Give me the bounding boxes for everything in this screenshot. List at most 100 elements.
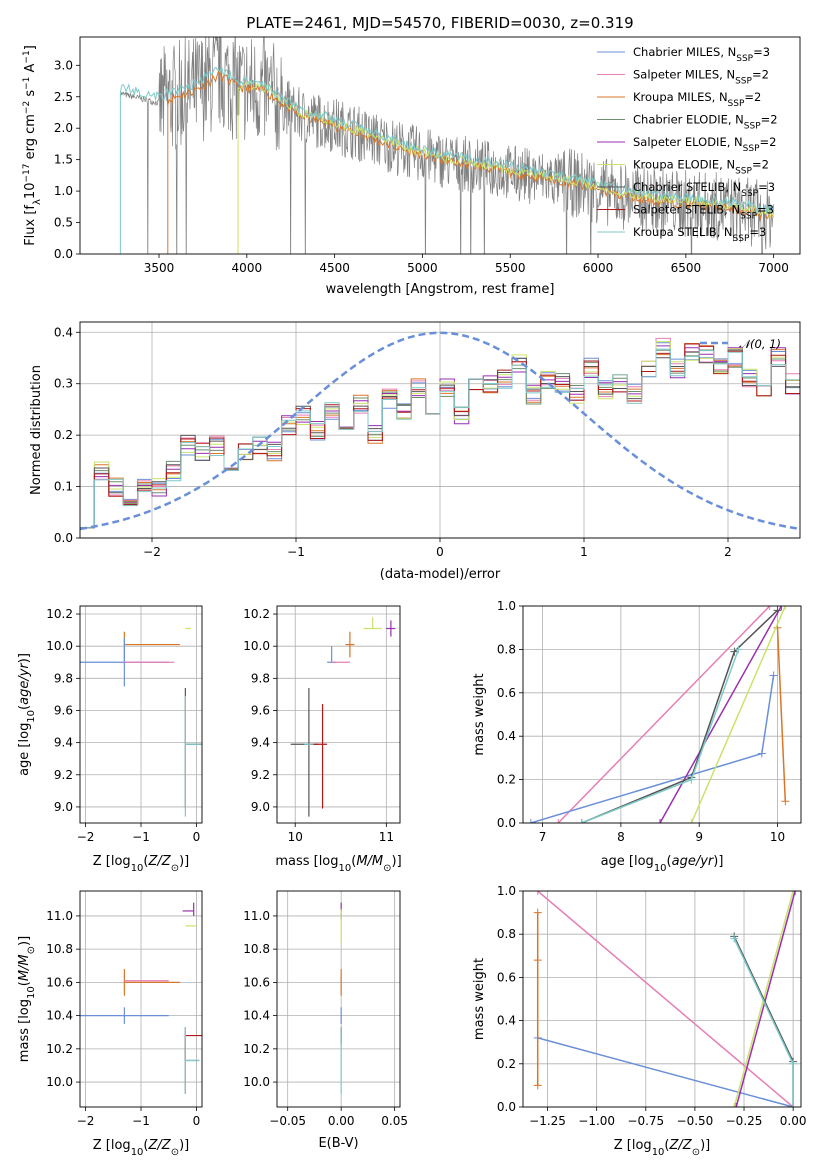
y-tick-label: 9.4 — [54, 736, 73, 750]
axes-frame — [276, 605, 401, 824]
weight-marker — [789, 891, 798, 895]
legend-entry: Chabrier ELODIE, NSSP=2 — [633, 113, 778, 132]
error-bar-point — [345, 631, 355, 658]
y-tick-label: 9.6 — [54, 703, 73, 717]
y-tick-label: 0.5 — [54, 216, 73, 230]
label-part: 10 — [23, 183, 38, 200]
weight-marker — [732, 1103, 741, 1107]
gridlines — [277, 891, 400, 1107]
label-part: ( — [17, 981, 32, 986]
x-axis-label: E(B-V) — [318, 1136, 358, 1151]
y-tick-label: 10.0 — [46, 1075, 73, 1089]
x-tick-label: −0.50 — [677, 1114, 714, 1128]
axes-frame — [276, 890, 401, 1108]
y-tick-label: 1.0 — [497, 884, 516, 898]
legend-entry: Salpeter MILES, NSSP=2 — [633, 68, 769, 87]
weight-marker — [757, 749, 766, 758]
label-part: ⊙ — [692, 1147, 700, 1158]
legend-suffix: =2 — [744, 90, 761, 104]
label-part: ⊙ — [171, 863, 179, 874]
plot-area — [290, 617, 396, 817]
x-axis-label: Z [log10(Z/Z⊙)] — [93, 854, 190, 874]
y-axis-label: mass weight — [472, 958, 487, 1040]
y-tick-label: 1.0 — [54, 184, 73, 198]
x-tick-label: 0.05 — [381, 1114, 408, 1128]
y-tick-label: 2.0 — [54, 121, 73, 135]
x-tick-label: 0.00 — [780, 1114, 807, 1128]
weight-marker — [781, 606, 790, 610]
legend-entry: Salpeter ELODIE, NSSP=2 — [633, 135, 776, 154]
error-bar-point — [290, 687, 318, 817]
label-part: age/yr — [672, 854, 715, 869]
x-tick-label: 6000 — [583, 261, 614, 275]
weight-marker — [577, 819, 586, 823]
label-part: )] — [17, 936, 32, 946]
histogram-series — [80, 341, 800, 529]
label-part: ( — [143, 1138, 148, 1153]
label-part: M/M — [17, 954, 32, 981]
weight-marker — [656, 819, 665, 823]
label-part: M/M — [356, 854, 383, 869]
model-spectrum — [119, 66, 775, 254]
y-tick-label: 10.2 — [243, 1042, 270, 1056]
x-tick-label: −0.75 — [627, 1114, 664, 1128]
gridlines — [80, 322, 800, 539]
weight-line — [537, 891, 794, 1107]
legend-sub: SSP — [740, 212, 757, 222]
y-tick-label: 9.4 — [251, 736, 270, 750]
label-part: ] — [23, 45, 38, 50]
weight-marker — [526, 819, 535, 823]
y-tick-label: 0.2 — [54, 428, 73, 442]
y-tick-label: 1.0 — [497, 599, 516, 613]
legend-name: Kroupa ELODIE, N — [633, 158, 735, 172]
axes-frame — [522, 890, 802, 1108]
label-part: s — [23, 90, 38, 101]
label-part: −1 — [22, 77, 32, 90]
y-tick-label: 9.2 — [251, 768, 270, 782]
x-tick-label: −0.25 — [726, 1114, 763, 1128]
y-tick-label: 0.0 — [497, 1100, 516, 1114]
legend-entry: Kroupa STELIB, NSSP=3 — [633, 225, 766, 244]
legend-name: Kroupa MILES, N — [633, 90, 728, 104]
x-tick-label: −1.00 — [578, 1114, 615, 1128]
plot-layer: 3500 4000 4500 5000 5500 6000 6500 70000.00.51.… — [17, 36, 807, 1158]
x-axis-label: (data-model)/error — [380, 567, 501, 582]
legend-entry: Salpeter STELIB, NSSP=3 — [633, 203, 774, 222]
label-part: )] — [179, 1138, 189, 1153]
x-tick-label: −1.25 — [529, 1114, 566, 1128]
y-axis-label: Normed distribution — [29, 365, 44, 495]
label-part: Z [log — [614, 1138, 652, 1153]
error-bar-point — [386, 620, 396, 637]
label-part: 10 — [131, 863, 144, 874]
y-tick-label: 9.8 — [54, 671, 73, 685]
y-tick-label: 9.2 — [54, 768, 73, 782]
error-bar-point — [184, 687, 202, 809]
legend-suffix: =3 — [749, 225, 766, 239]
gridlines — [523, 890, 801, 1108]
y-tick-label: 0.4 — [497, 1014, 516, 1028]
y-tick-label: 0.6 — [497, 970, 516, 984]
legend-name: Chabrier ELODIE, N — [633, 113, 744, 127]
histogram-series — [80, 349, 800, 529]
label-part: 10 — [26, 986, 37, 999]
error-bar-point — [123, 969, 180, 996]
x-tick-label: 1 — [580, 545, 588, 559]
x-tick-label: 0 — [193, 830, 201, 844]
plot-area — [80, 627, 202, 817]
y-tick-label: 0.4 — [54, 325, 73, 339]
x-axis-label: age [log10(age/yr)] — [601, 854, 724, 874]
weight-marker — [533, 956, 542, 965]
y-tick-label: 10.6 — [46, 975, 73, 989]
label-part: −17 — [22, 164, 32, 183]
weight-line — [659, 606, 783, 823]
y-tick-label: 10.8 — [46, 942, 73, 956]
axes-frame — [79, 605, 203, 824]
histogram-series — [80, 343, 800, 529]
legend-sub: SSP — [733, 234, 750, 244]
weight-marker — [789, 1059, 798, 1068]
label-part: ⊙ — [171, 1147, 179, 1158]
label-part: Z [log — [93, 854, 131, 869]
y-tick-label: 3.0 — [54, 58, 73, 72]
